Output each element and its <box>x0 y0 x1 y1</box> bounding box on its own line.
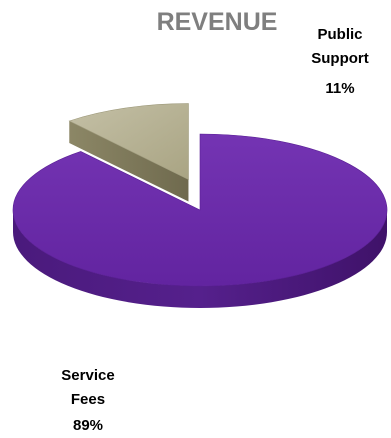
slice-public-support <box>68 103 189 181</box>
slice-value-public-support: 11% <box>325 80 354 97</box>
slice-label-public-support: Public Support <box>311 26 369 67</box>
slice-label-service-fees: Service Fees <box>61 367 114 408</box>
slice-value-service-fees: 89% <box>73 417 103 434</box>
chart-title: REVENUE <box>157 8 278 36</box>
slice-side-public-support <box>69 120 189 202</box>
slice-side-service-fees <box>13 210 387 308</box>
slice-service-fees <box>12 133 388 287</box>
